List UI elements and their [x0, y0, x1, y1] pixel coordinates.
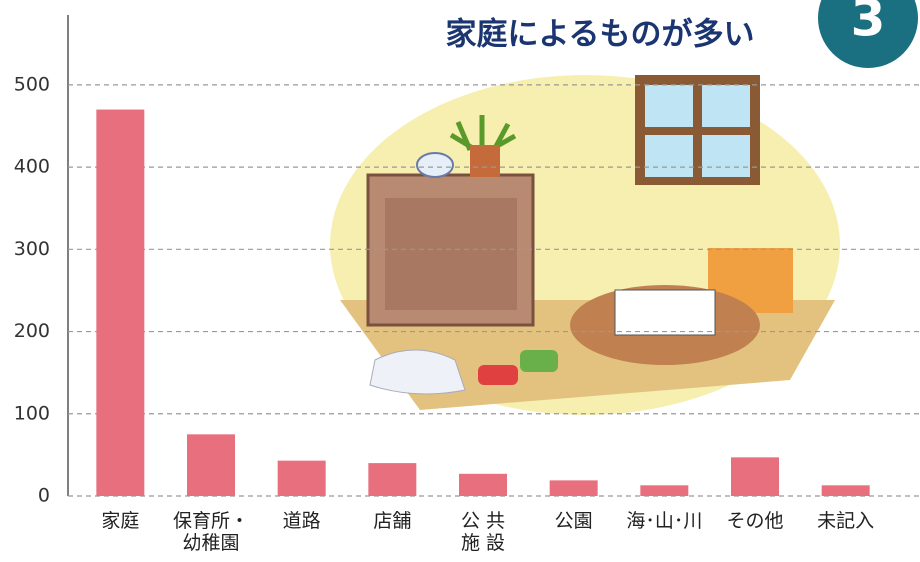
x-tick-label: 海･山･川 [614, 510, 714, 532]
bar [731, 457, 779, 496]
y-tick-label: 300 [14, 238, 50, 260]
y-tick-label: 100 [14, 402, 50, 424]
bar [550, 480, 598, 496]
bar [187, 434, 235, 496]
x-tick-label: 公園 [524, 510, 624, 532]
x-tick-label: 公 共 施 設 [433, 510, 533, 554]
y-tick-label: 0 [38, 485, 50, 507]
x-tick-label: 未記入 [796, 510, 896, 532]
chart-title: 家庭によるものが多い [445, 17, 754, 53]
bar [96, 110, 144, 496]
x-tick-label: その他 [705, 510, 805, 532]
bar [368, 463, 416, 496]
x-tick-label: 保育所・ 幼稚園 [161, 510, 261, 554]
y-tick-label: 500 [14, 73, 50, 95]
bar [640, 485, 688, 496]
x-tick-label: 店舗 [342, 510, 442, 532]
y-tick-label: 400 [14, 156, 50, 178]
bar [459, 474, 507, 496]
y-tick-label: 200 [14, 320, 50, 342]
illustration [330, 75, 840, 415]
x-tick-label: 道路 [252, 510, 352, 532]
bar [822, 485, 870, 496]
bar [278, 461, 326, 496]
chart: 3 家庭によるものが多い 0 100 200 300 400 500 [0, 0, 920, 562]
badge-number: 3 [851, 0, 886, 48]
page: 3 家庭によるものが多い 0 100 200 300 400 500 家庭保育所・ 幼稚園… [0, 0, 920, 562]
x-tick-label: 家庭 [70, 510, 170, 532]
